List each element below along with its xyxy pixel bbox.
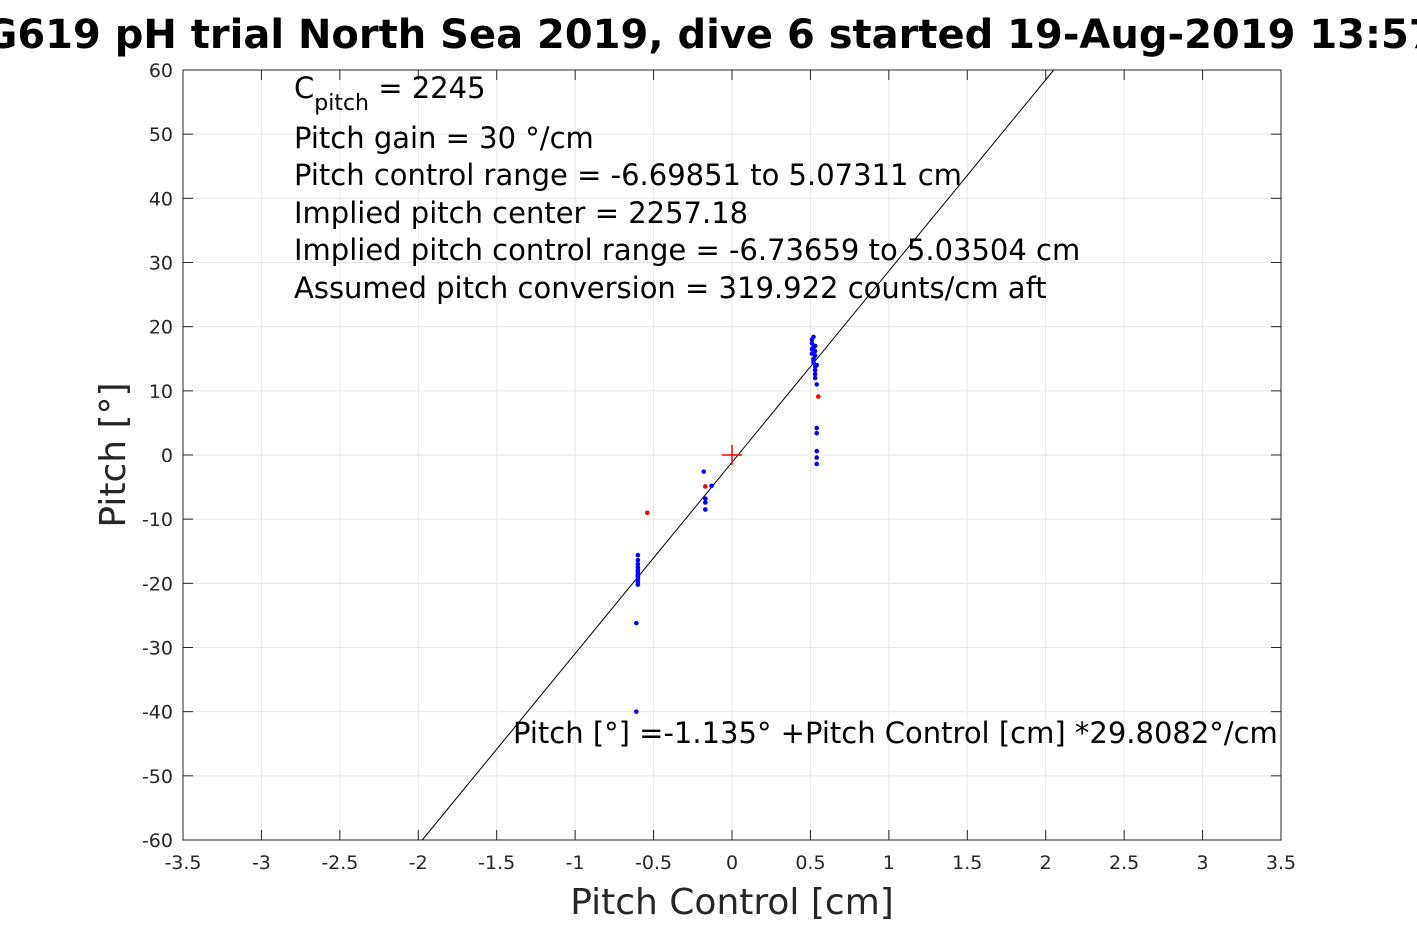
x-tick-label: 0 xyxy=(726,852,738,874)
c-pitch-annotation: Cpitch = 2245 xyxy=(294,71,486,116)
data-point xyxy=(703,496,708,501)
data-point xyxy=(814,455,820,460)
y-axis-label: Pitch [°] xyxy=(93,382,134,527)
x-tick-label: -2 xyxy=(409,852,428,874)
y-tick-label: 40 xyxy=(149,188,173,210)
y-tick-labels: -60 -50 -40 -30 -20 -10 0 10 20 30 40 50 60 xyxy=(142,60,173,852)
data-point xyxy=(635,561,641,567)
data-point xyxy=(811,334,816,340)
y-tick-label: -20 xyxy=(142,573,173,595)
data-point xyxy=(635,552,641,558)
fit-equation-annotation: Pitch [°] =-1.135° +Pitch Control [cm] *… xyxy=(513,716,1278,750)
data-point xyxy=(812,371,818,377)
data-point xyxy=(709,483,714,489)
y-tick-label: -10 xyxy=(142,509,173,531)
x-tick-label: 2 xyxy=(1040,852,1052,874)
data-point xyxy=(814,461,820,467)
data-point xyxy=(812,348,818,354)
data-point xyxy=(811,344,816,350)
data-point xyxy=(814,430,820,436)
data-point xyxy=(812,375,818,381)
x-tick-label: -1.5 xyxy=(478,852,515,874)
x-tick-label: 2.5 xyxy=(1109,852,1139,874)
x-tick-label: 1 xyxy=(883,852,895,874)
y-tick-label: 20 xyxy=(149,317,173,339)
data-point xyxy=(635,573,641,578)
data-point xyxy=(701,469,707,474)
data-point xyxy=(814,425,820,431)
y-tick-label: 50 xyxy=(149,124,173,146)
y-tick-label: -60 xyxy=(142,830,173,852)
x-tick-label: -2.5 xyxy=(321,852,358,874)
y-tick-label: -40 xyxy=(142,702,173,724)
c-pitch-value: = 2245 xyxy=(369,71,486,105)
x-tick-label: 1.5 xyxy=(952,852,982,874)
y-tick-label: 30 xyxy=(149,253,173,275)
y-tick-label: 60 xyxy=(149,60,173,82)
data-point xyxy=(634,709,639,714)
x-tick-label: 3 xyxy=(1197,852,1209,874)
pitch-gain-annotation: Pitch gain = 30 °/cm xyxy=(294,121,594,155)
axis-ticks xyxy=(182,69,1282,841)
y-tick-label: 0 xyxy=(161,445,173,467)
c-pitch-subscript: pitch xyxy=(314,91,369,116)
chart-title: SG619 pH trial North Sea 2019, dive 6 st… xyxy=(0,12,1417,58)
x-tick-label: -1 xyxy=(566,852,585,874)
pitch-control-range-annotation: Pitch control range = -6.69851 to 5.0731… xyxy=(294,158,962,192)
y-tick-label: -30 xyxy=(142,638,173,660)
x-tick-label: -0.5 xyxy=(635,852,672,874)
c-pitch-main: C xyxy=(294,71,314,105)
data-point xyxy=(812,368,818,373)
data-point xyxy=(811,357,816,363)
data-point xyxy=(809,341,815,346)
x-tick-label: 0.5 xyxy=(795,852,825,874)
data-point xyxy=(635,582,641,587)
data-point xyxy=(703,484,708,489)
x-tick-label: -3.5 xyxy=(164,852,201,874)
center-marker-group xyxy=(722,445,742,465)
data-point xyxy=(635,557,641,563)
x-tick-labels: -3.5 -3 -2.5 -2 -1.5 -1 -0.5 0 0.5 1 1.5 2 2.5 3 3.5 xyxy=(164,852,1296,874)
assumed-pitch-conversion-annotation: Assumed pitch conversion = 319.922 count… xyxy=(294,271,1047,305)
x-axis-label: Pitch Control [cm] xyxy=(570,882,894,923)
y-tick-label: 10 xyxy=(149,381,173,403)
implied-pitch-control-range-annotation: Implied pitch control range = -6.73659 t… xyxy=(294,233,1080,267)
x-tick-label: 3.5 xyxy=(1266,852,1296,874)
y-tick-label: -50 xyxy=(142,766,173,788)
data-point xyxy=(703,500,708,505)
data-point xyxy=(812,353,818,358)
data-point xyxy=(814,362,820,368)
plot-frame xyxy=(182,69,1282,841)
data-point xyxy=(644,510,650,516)
data-point xyxy=(814,382,820,387)
x-tick-label: -3 xyxy=(252,852,271,874)
data-points xyxy=(634,334,821,714)
data-point xyxy=(814,448,820,454)
data-point xyxy=(815,394,821,399)
data-point xyxy=(703,507,708,512)
implied-pitch-center-annotation: Implied pitch center = 2257.18 xyxy=(294,196,748,230)
data-point xyxy=(634,620,639,626)
